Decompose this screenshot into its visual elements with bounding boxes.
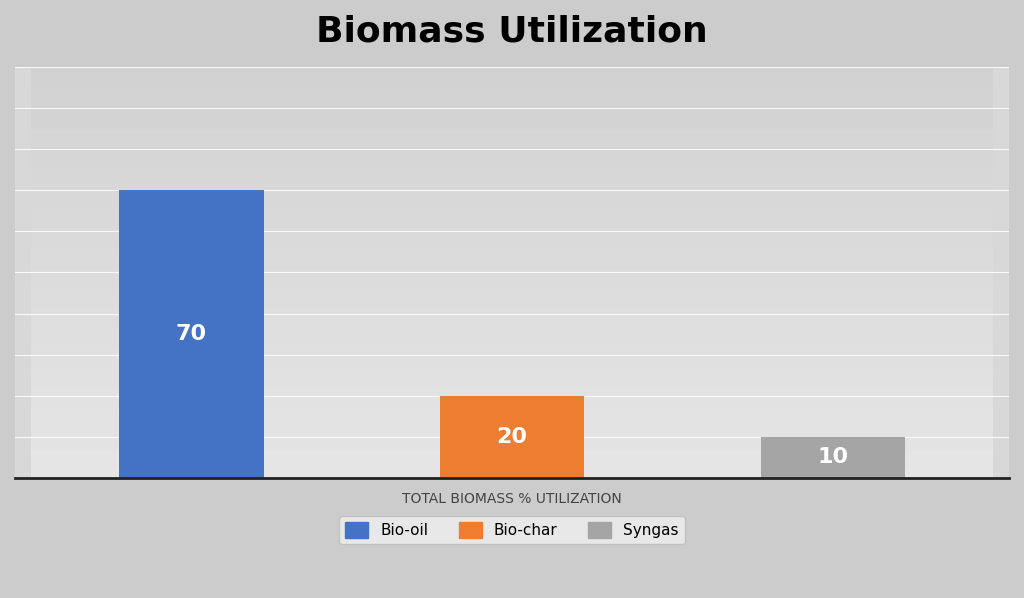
Bar [119, 190, 263, 478]
Title: Biomass Utilization: Biomass Utilization [316, 15, 708, 49]
Legend: Bio-oil, Bio-char, Syngas: Bio-oil, Bio-char, Syngas [339, 516, 685, 544]
Bar [761, 437, 905, 478]
X-axis label: TOTAL BIOMASS % UTILIZATION: TOTAL BIOMASS % UTILIZATION [402, 492, 622, 506]
Text: 70: 70 [176, 324, 207, 344]
Text: 20: 20 [497, 427, 527, 447]
Bar [440, 396, 584, 478]
Text: 10: 10 [817, 447, 848, 467]
